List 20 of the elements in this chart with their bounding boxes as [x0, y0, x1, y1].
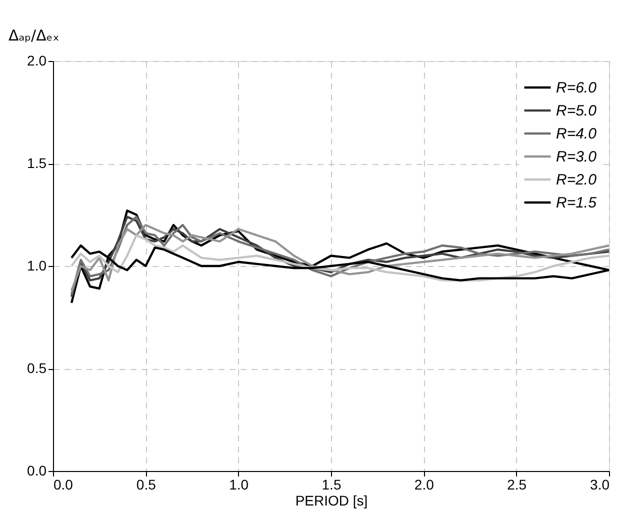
legend-label: R=6.0 — [556, 80, 598, 96]
x-tick-label: 2.5 — [507, 476, 527, 492]
x-tick-label: 2.0 — [414, 476, 434, 492]
y-tick-label: 0.5 — [27, 360, 47, 376]
legend-label: R=3.0 — [556, 148, 598, 166]
legend-label: R=4.0 — [556, 126, 598, 142]
x-axis-title: PERIOD [s] — [295, 492, 368, 508]
y-tick-label: 1.0 — [27, 258, 47, 274]
y-tick-label: 2.0 — [27, 52, 47, 68]
x-tick-label: 0.0 — [54, 476, 74, 492]
x-tick-label: 1.5 — [322, 476, 342, 492]
x-tick-label: 1.0 — [229, 476, 249, 492]
y-tick-label: 1.5 — [27, 155, 47, 171]
x-tick-label: 3.0 — [590, 476, 610, 492]
y-tick-label: 0.0 — [27, 462, 47, 478]
legend-label: R=2.0 — [556, 172, 598, 188]
legend-label: R=1.5 — [556, 194, 598, 212]
x-tick-label: 0.5 — [136, 476, 156, 492]
y-axis-title: Δₐₚ/Δₑₓ — [8, 26, 60, 44]
legend-label: R=5.0 — [556, 102, 598, 120]
